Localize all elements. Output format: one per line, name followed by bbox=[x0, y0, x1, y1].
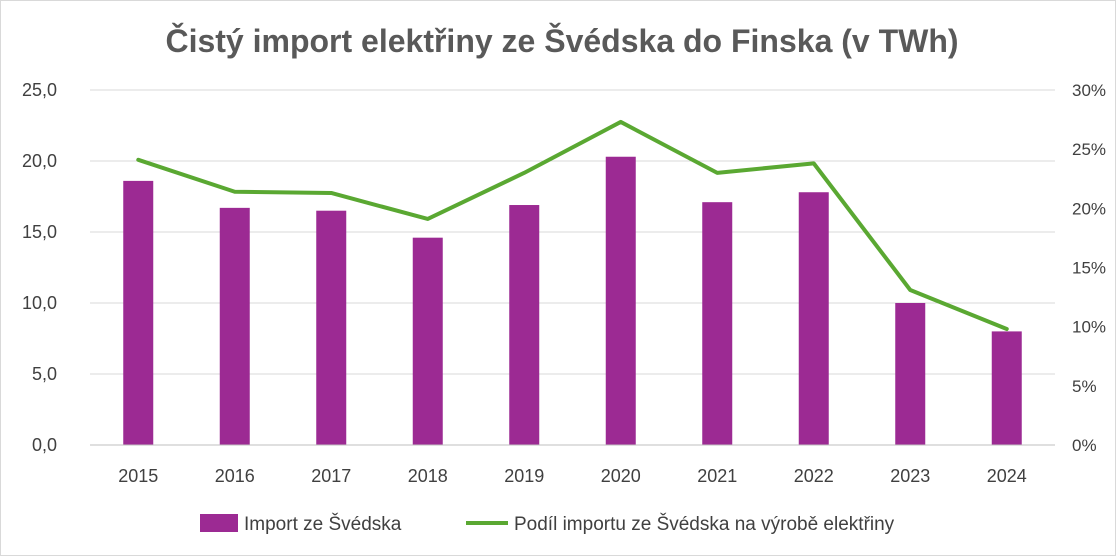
bar-import-2015 bbox=[123, 180, 154, 445]
x-tick-label: 2021 bbox=[697, 466, 737, 486]
x-tick-label: 2018 bbox=[408, 466, 448, 486]
bar-series-import bbox=[123, 156, 1022, 446]
bar-import-2016 bbox=[219, 207, 250, 445]
y-axis-left: 0,0 5,0 10,0 15,0 20,0 25,0 bbox=[22, 80, 57, 455]
y-left-tick-label: 10,0 bbox=[22, 293, 57, 313]
x-tick-label: 2022 bbox=[794, 466, 834, 486]
line-series-share bbox=[136, 119, 1009, 332]
legend-swatch-import bbox=[200, 514, 238, 532]
y-right-tick-label: 25% bbox=[1072, 140, 1106, 159]
chart-title: Čistý import elektřiny ze Švédska do Fin… bbox=[165, 23, 958, 59]
legend: Import ze Švédska Podíl importu ze Švéds… bbox=[200, 513, 895, 535]
y-left-tick-label: 5,0 bbox=[32, 364, 57, 384]
bar-import-2020 bbox=[605, 156, 636, 446]
y-left-tick-label: 25,0 bbox=[22, 80, 57, 100]
x-tick-label: 2024 bbox=[987, 466, 1027, 486]
bar-import-2023 bbox=[895, 303, 926, 445]
bar-import-2024 bbox=[991, 331, 1022, 445]
x-tick-label: 2015 bbox=[118, 466, 158, 486]
x-tick-label: 2016 bbox=[215, 466, 255, 486]
y-right-tick-label: 20% bbox=[1072, 199, 1106, 218]
y-right-tick-label: 10% bbox=[1072, 318, 1106, 337]
bar-import-2019 bbox=[509, 205, 540, 445]
x-tick-label: 2019 bbox=[504, 466, 544, 486]
x-tick-label: 2020 bbox=[601, 466, 641, 486]
legend-label-share: Podíl importu ze Švédska na výrobě elekt… bbox=[514, 513, 895, 535]
y-right-tick-label: 15% bbox=[1072, 259, 1106, 278]
y-axis-right: 0% 5% 10% 15% 20% 25% 30% bbox=[1072, 81, 1106, 455]
y-left-tick-label: 15,0 bbox=[22, 222, 57, 242]
line-share bbox=[136, 119, 1009, 332]
y-right-tick-label: 5% bbox=[1072, 377, 1097, 396]
bar-import-2017 bbox=[316, 210, 347, 445]
legend-label-import: Import ze Švédska bbox=[244, 513, 402, 535]
y-left-tick-label: 20,0 bbox=[22, 151, 57, 171]
y-right-tick-label: 30% bbox=[1072, 81, 1106, 100]
bar-import-2018 bbox=[412, 237, 443, 445]
x-tick-label: 2023 bbox=[890, 466, 930, 486]
bar-import-2022 bbox=[798, 192, 829, 445]
bar-import-2021 bbox=[702, 202, 733, 445]
y-right-tick-label: 0% bbox=[1072, 436, 1097, 455]
x-tick-label: 2017 bbox=[311, 466, 351, 486]
y-left-tick-label: 0,0 bbox=[32, 435, 57, 455]
x-axis: 2015 2016 2017 2018 2019 2020 2021 2022 2023 2024 bbox=[90, 444, 1055, 486]
